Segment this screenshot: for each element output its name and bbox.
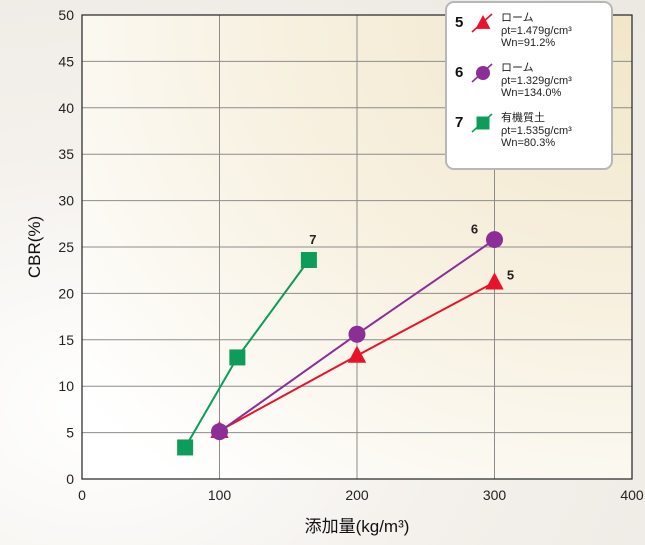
- series-6: [211, 231, 503, 441]
- plot-border: [81, 14, 633, 480]
- legend-marker-7: [476, 116, 490, 130]
- legend-number-7: 7: [455, 114, 463, 131]
- series-7: [177, 251, 317, 456]
- legend-detail-6: Wn=134.0%: [501, 87, 561, 99]
- legend-detail-7: ρt=1.535g/cm³: [501, 125, 572, 137]
- x-tick-label: 0: [78, 487, 86, 503]
- series-7-point: [300, 251, 317, 268]
- series-6-point: [211, 423, 228, 441]
- y-tick-label: 0: [66, 471, 74, 487]
- series-6-end-label: 6: [471, 222, 478, 237]
- y-tick-label: 45: [58, 53, 74, 69]
- y-tick-label: 15: [58, 332, 74, 348]
- x-tick-label: 100: [208, 487, 232, 503]
- legend-number-5: 5: [455, 14, 463, 31]
- series-7-point: [177, 439, 194, 456]
- legend-name-5: ローム: [501, 11, 534, 24]
- legend-name-7: 有機質土: [501, 110, 545, 124]
- series-group: [177, 231, 504, 456]
- x-tick-label: 400: [620, 487, 644, 503]
- y-tick-label: 20: [58, 285, 74, 301]
- legend-detail-5: Wn=91.2%: [501, 37, 555, 49]
- legend-number-6: 6: [455, 64, 463, 81]
- series-5-point: [485, 272, 504, 290]
- series-5-point: [347, 345, 367, 363]
- series-6-point: [486, 231, 503, 249]
- y-tick-label: 25: [58, 239, 74, 255]
- legend-detail-7: Wn=80.3%: [501, 137, 555, 149]
- series-6-point: [348, 325, 366, 343]
- legend-detail-5: ρt=1.479g/cm³: [501, 25, 572, 37]
- y-axis-title: CBR(%): [25, 216, 44, 278]
- x-tick-label: 200: [345, 487, 369, 503]
- legend-detail-6: ρt=1.329g/cm³: [501, 75, 572, 87]
- legend-marker-6: [476, 66, 490, 80]
- legend-name-6: ローム: [501, 61, 534, 74]
- legend-marker-5: [475, 14, 491, 29]
- tick-labels: 0 100 200 300 400 0 5 10 15 20 25 30 35 40 45 50: [58, 7, 643, 503]
- y-tick-label: 50: [58, 7, 74, 23]
- y-tick-label: 30: [58, 193, 74, 209]
- y-tick-label: 10: [58, 378, 74, 394]
- series-5-end-label: 5: [507, 267, 514, 282]
- y-tick-label: 40: [58, 100, 74, 116]
- series-7-end-label: 7: [309, 232, 316, 247]
- series-7-point: [229, 349, 246, 366]
- x-axis-title: 添加量(kg/m³): [305, 517, 410, 536]
- x-tick-label: 300: [483, 487, 507, 503]
- y-tick-label: 5: [66, 425, 74, 441]
- end-labels: 5 6 7: [309, 222, 514, 283]
- y-tick-label: 35: [58, 146, 74, 162]
